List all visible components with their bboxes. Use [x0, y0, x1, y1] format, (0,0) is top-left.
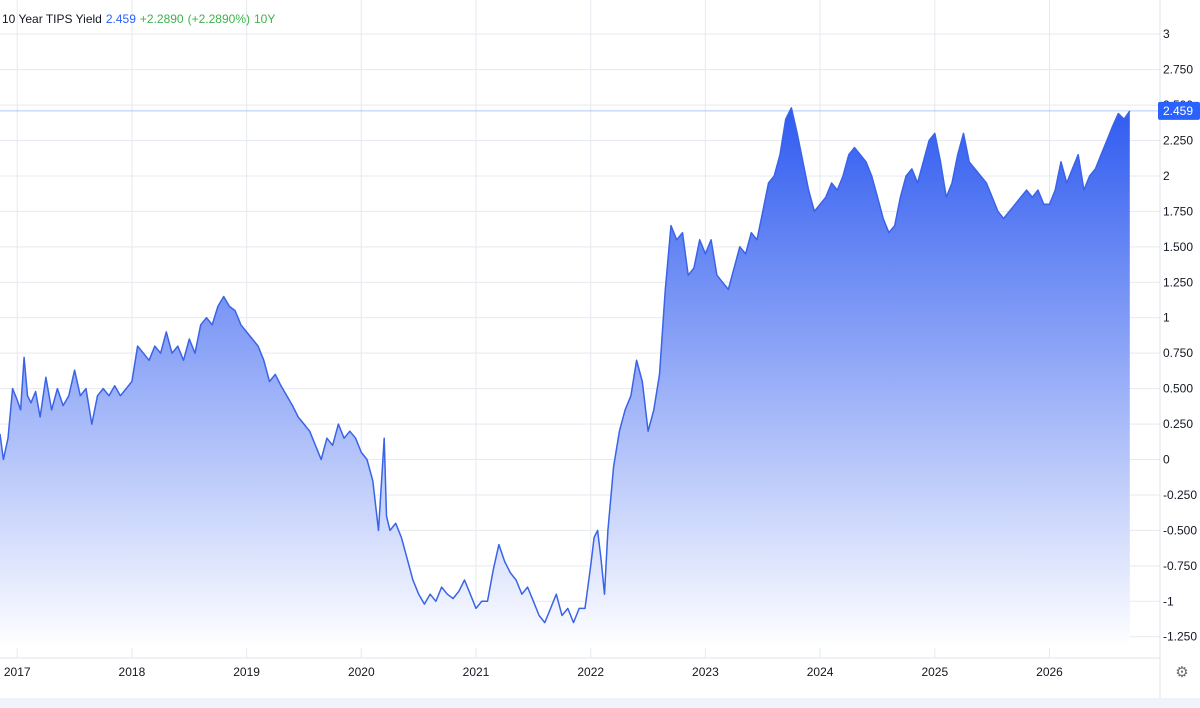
y-tick-label: 1.500: [1163, 240, 1193, 254]
x-tick-label: 2023: [692, 665, 719, 679]
y-tick-label: 2: [1163, 169, 1170, 183]
legend-change-percent: (+2.2890%): [187, 12, 250, 26]
x-tick-label: 2019: [233, 665, 260, 679]
x-tick-label: 2022: [577, 665, 604, 679]
series-line: [0, 107, 1131, 624]
x-tick-label: 2025: [921, 665, 948, 679]
x-tick-label: 2026: [1036, 665, 1063, 679]
x-tick-label: 2021: [463, 665, 490, 679]
y-tick-label: -0.750: [1163, 559, 1197, 573]
x-tick-label: 2018: [119, 665, 146, 679]
y-tick-label: 2.250: [1163, 134, 1193, 148]
y-tick-label: 1.250: [1163, 275, 1193, 289]
y-tick-label: -0.500: [1163, 523, 1197, 537]
y-tick-label: 0: [1163, 453, 1170, 467]
legend-change: +2.2890: [139, 12, 184, 26]
y-tick-label: 1.750: [1163, 204, 1193, 218]
y-tick-label: 2.750: [1163, 63, 1193, 77]
last-value-tag: 2.459: [1158, 101, 1200, 120]
legend-title: 10 Year TIPS Yield: [2, 12, 102, 26]
y-tick-label: 0.500: [1163, 382, 1193, 396]
y-axis: 32.7502.5002.25021.7501.5001.25010.7500.…: [1163, 27, 1197, 644]
x-tick-label: 2020: [348, 665, 375, 679]
chart-legend: 10 Year TIPS Yield 2.459 +2.2890 (+2.2890%)…: [2, 11, 275, 27]
y-tick-label: 0.250: [1163, 417, 1193, 431]
last-value-tag-label: 2.459: [1163, 104, 1193, 118]
x-tick-label: 2017: [4, 665, 31, 679]
last-value-tag-bg: [1158, 101, 1200, 120]
y-tick-label: 3: [1163, 27, 1170, 41]
y-tick-label: -0.250: [1163, 488, 1197, 502]
x-tick-label: 2024: [807, 665, 834, 679]
legend-value: 2.459: [105, 12, 136, 26]
legend-period: 10Y: [253, 12, 276, 26]
y-tick-label: 1: [1163, 311, 1170, 325]
gear-icon[interactable]: ⚙: [1175, 664, 1189, 681]
y-tick-label: 0.750: [1163, 346, 1193, 360]
y-tick-label: -1.250: [1163, 630, 1197, 644]
x-axis: 2017 2018 2019 2020 2021 2022 2023 2024 2025 2026: [4, 665, 1063, 679]
bottom-strip: [0, 698, 1200, 708]
y-tick-label: -1: [1163, 594, 1174, 608]
series-area-fill: [0, 107, 1130, 648]
